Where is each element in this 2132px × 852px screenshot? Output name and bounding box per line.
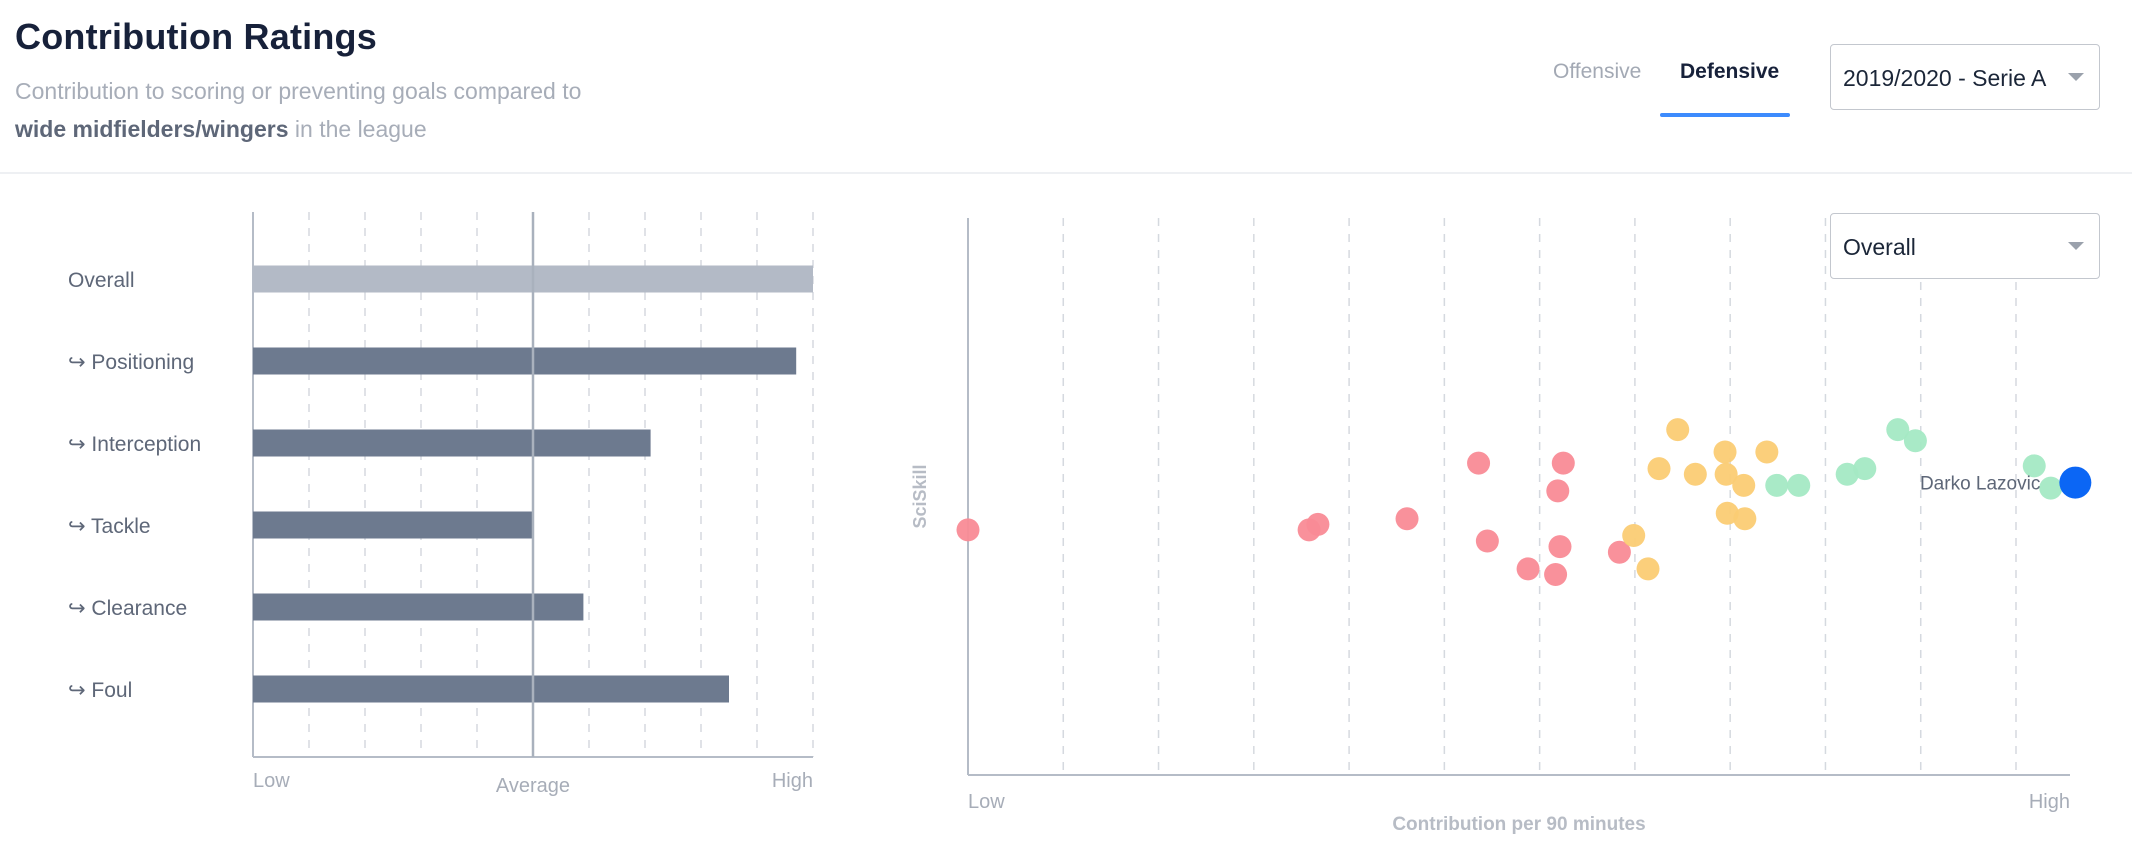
bar-label-overall: Overall	[68, 269, 135, 292]
tab-defensive[interactable]: Defensive	[1680, 60, 1780, 83]
scatter-point	[1683, 462, 1707, 486]
bar-clearance	[253, 593, 584, 621]
scatter-point	[1715, 501, 1739, 525]
position-group: wide midfielders/wingers	[15, 116, 289, 142]
subtitle-line-1: Contribution to scoring or preventing go…	[15, 78, 582, 104]
contribution-bar-chart: Overall ↪ Positioning ↪ Interception ↪ Tack…	[68, 212, 814, 797]
scatter-point	[1306, 512, 1330, 536]
bar-interception	[253, 429, 651, 457]
bar-label-positioning: ↪ Positioning	[68, 351, 194, 374]
page-subtitle: Contribution to scoring or preventing go…	[15, 72, 581, 148]
scatter-point	[1835, 462, 1859, 486]
scatter-point	[1903, 429, 1927, 453]
scatter-point	[1886, 418, 1910, 442]
scatter-point	[1666, 418, 1690, 442]
scatter-point	[1607, 540, 1631, 564]
bar-label-foul: ↪ Foul	[68, 679, 132, 702]
scatter-point	[1516, 557, 1540, 581]
highlight-player-label: Darko Lazovic	[1920, 474, 2040, 495]
tab-offensive[interactable]: Offensive	[1553, 60, 1642, 83]
season-select[interactable]: 2019/2020 - Serie A	[1830, 44, 2100, 110]
metric-select-value: Overall	[1843, 234, 1916, 260]
x-tick-low: Low	[968, 791, 1005, 813]
bar-label-clearance: ↪ Clearance	[68, 597, 187, 620]
scatter-point	[1732, 473, 1756, 497]
x-tick-low: Low	[253, 770, 290, 792]
active-tab-indicator	[1660, 113, 1790, 117]
metric-select[interactable]: Overall	[1830, 213, 2100, 279]
chevron-down-icon	[2068, 242, 2084, 250]
x-tick-average: Average	[496, 775, 570, 797]
bar-label-tackle: ↪ Tackle	[68, 515, 151, 538]
x-tick-high: High	[772, 770, 813, 792]
scatter-point	[1544, 562, 1568, 586]
season-select-value: 2019/2020 - Serie A	[1843, 65, 2047, 91]
y-axis-label: SciSkill	[910, 464, 930, 528]
scatter-point	[1546, 479, 1570, 503]
scatter-point	[1733, 507, 1757, 531]
subtitle-line-2: wide midfielders/wingers in the league	[15, 110, 581, 148]
bar-label-interception: ↪ Interception	[68, 433, 201, 456]
scatter-point	[1551, 451, 1575, 475]
scatter-point	[1475, 529, 1499, 553]
subtitle-suffix: in the league	[288, 116, 427, 142]
scatter-point	[1853, 457, 1877, 481]
scatter-point	[1548, 535, 1572, 559]
scatter-point	[2039, 476, 2063, 500]
scatter-point	[1714, 462, 1738, 486]
scatter-point	[1765, 473, 1789, 497]
scatter-point	[1787, 473, 1811, 497]
page-header: Contribution Ratings Contribution to sco…	[0, 0, 2132, 174]
scatter-point	[1395, 507, 1419, 531]
x-tick-high: High	[2029, 791, 2070, 813]
scatter-point	[1636, 557, 1660, 581]
scatter-point	[956, 518, 980, 542]
chevron-down-icon	[2068, 73, 2084, 81]
scatter-point	[1647, 457, 1671, 481]
scatter-point-highlight	[2059, 466, 2092, 499]
x-axis-label: Contribution per 90 minutes	[1392, 814, 1645, 835]
bar-foul	[253, 675, 729, 703]
scatter-point	[1622, 523, 1646, 547]
bar-tackle	[253, 511, 533, 539]
scatter-point	[1713, 440, 1737, 464]
page-title: Contribution Ratings	[15, 16, 377, 57]
bar-positioning	[253, 347, 797, 375]
scatter-point	[1755, 440, 1779, 464]
scatter-point	[1467, 451, 1491, 475]
scatter-point	[2022, 454, 2046, 478]
